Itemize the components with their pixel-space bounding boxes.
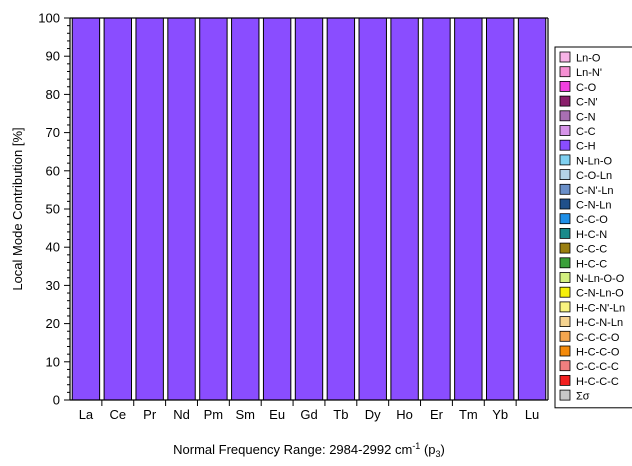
x-tick-label-Sm: Sm <box>236 407 256 422</box>
x-tick-label-Pm: Pm <box>204 407 224 422</box>
bar-Ho-C-H <box>390 17 419 401</box>
legend-label-H-C-N: H-C-N <box>576 229 607 241</box>
legend-swatch-C-C-C <box>559 242 571 254</box>
legend-label-Ln-N': Ln-N' <box>576 67 602 79</box>
bar-La-C-H <box>71 17 101 401</box>
legend-label-C-O-Ln: C-O-Ln <box>576 170 612 182</box>
bar-Ce-C-H <box>103 17 133 401</box>
legend-swatch-C-H <box>559 139 571 151</box>
bar-Eu-C-H <box>262 17 292 401</box>
legend-swatch-C-N-Ln <box>559 198 571 210</box>
y-tick-label-40: 40 <box>46 240 60 255</box>
bar-Nd-C-H <box>167 17 196 401</box>
legend-label-C-C-C-C: C-C-C-C <box>576 361 619 373</box>
legend-label-C-C-C-O: C-C-C-O <box>576 332 620 344</box>
legend-label-H-C-C: H-C-C <box>576 258 607 270</box>
x-tick-label-Eu: Eu <box>269 407 285 422</box>
y-tick-label-60: 60 <box>46 163 60 178</box>
legend-swatch-C-N-Ln-O <box>559 286 571 298</box>
legend-label-H-C-N'-Ln: H-C-N'-Ln <box>576 302 625 314</box>
y-tick-label-50: 50 <box>46 202 60 217</box>
legend-swatch-H-C-N'-Ln <box>559 301 571 313</box>
y-tick-label-80: 80 <box>46 87 60 102</box>
legend-label-C-N'-Ln: C-N'-Ln <box>576 185 614 197</box>
x-tick-label-Er: Er <box>430 407 444 422</box>
x-axis-title-sup: -1 <box>412 441 420 451</box>
legend-label-C-C: C-C <box>576 126 596 138</box>
x-tick-label-Dy: Dy <box>365 407 381 422</box>
legend-swatch-Σσ <box>559 389 571 401</box>
legend-label-H-C-C-O: H-C-C-O <box>576 347 620 359</box>
x-tick-label-Lu: Lu <box>525 407 539 422</box>
legend-label-C-H: C-H <box>576 141 596 153</box>
legend-label-H-C-C-C: H-C-C-C <box>576 376 619 388</box>
x-axis-title-main: Normal Frequency Range: 2984-2992 cm <box>173 442 412 457</box>
legend-swatch-C-C-C-C <box>559 360 571 372</box>
legend-swatch-Ln-O <box>559 51 571 63</box>
legend-label-C-O: C-O <box>576 82 597 94</box>
legend-swatch-C-C <box>559 125 571 136</box>
x-tick-label-Tm: Tm <box>459 407 478 422</box>
y-tick-label-20: 20 <box>46 316 60 331</box>
x-axis-title: Normal Frequency Range: 2984-2992 cm-1 (… <box>173 441 445 459</box>
bar-Lu-C-H <box>517 17 547 401</box>
legend-label-H-C-N-Ln: H-C-N-Ln <box>576 317 623 329</box>
x-tick-label-Ce: Ce <box>109 407 126 422</box>
legend-label-Ln-O: Ln-O <box>576 53 601 65</box>
x-tick-label-Gd: Gd <box>300 407 317 422</box>
legend-swatch-Ln-N' <box>559 66 571 78</box>
legend-swatch-C-N'-Ln <box>559 183 571 195</box>
legend-label-C-C-C: C-C-C <box>576 244 607 256</box>
legend-label-C-N-Ln: C-N-Ln <box>576 200 611 212</box>
bar-Dy-C-H <box>358 17 387 401</box>
x-axis-title-tail: (p <box>420 442 435 457</box>
bar-Gd-C-H <box>294 17 324 401</box>
legend-swatch-H-C-C-O <box>559 345 571 357</box>
x-axis-title-sub: 3 <box>436 449 441 459</box>
x-tick-label-Pr: Pr <box>143 407 157 422</box>
x-axis-title-close: ) <box>441 442 445 457</box>
y-tick-label-30: 30 <box>46 278 60 293</box>
bar-Pm-C-H <box>199 17 228 401</box>
y-tick-label-100: 100 <box>38 11 60 26</box>
legend-swatch-C-N <box>559 110 571 122</box>
x-tick-label-Ho: Ho <box>396 407 413 422</box>
bar-Er-C-H <box>422 17 451 401</box>
legend-label-C-C-O: C-C-O <box>576 214 608 226</box>
y-axis-title: Local Mode Contribution [%] <box>10 127 25 290</box>
y-tick-label-70: 70 <box>46 125 60 140</box>
bar-Yb-C-H <box>485 17 515 401</box>
bar-Tb-C-H <box>326 17 356 401</box>
legend-swatch-C-O-Ln <box>559 169 571 181</box>
y-tick-label-10: 10 <box>46 354 60 369</box>
legend-swatch-N-Ln-O-O <box>559 272 571 283</box>
x-tick-label-Tb: Tb <box>333 407 348 422</box>
legend-label-Σσ: Σσ <box>576 391 590 403</box>
legend-swatch-H-C-N-Ln <box>559 316 571 328</box>
bar-Pr-C-H <box>135 17 164 401</box>
bars-group <box>71 17 547 401</box>
legend-label-C-N-Ln-O: C-N-Ln-O <box>576 288 624 300</box>
legend-swatch-H-C-N <box>559 227 571 239</box>
legend-label-C-N': C-N' <box>576 97 598 109</box>
bar-Tm-C-H <box>454 17 483 401</box>
legend-swatch-C-C-O <box>559 213 571 225</box>
legend-swatch-H-C-C <box>559 257 571 269</box>
legend-swatch-N-Ln-O <box>559 154 571 166</box>
legend-label-N-Ln-O: N-Ln-O <box>576 155 613 167</box>
x-tick-label-Nd: Nd <box>173 407 190 422</box>
x-tick-label-La: La <box>79 407 94 422</box>
legend-swatch-H-C-C-C <box>559 374 571 386</box>
legend-label-N-Ln-O-O: N-Ln-O-O <box>576 273 625 285</box>
y-tick-label-0: 0 <box>53 393 60 408</box>
x-tick-label-Yb: Yb <box>492 407 508 422</box>
bar-Sm-C-H <box>231 17 260 401</box>
legend-label-C-N: C-N <box>576 111 596 123</box>
legend-swatch-C-C-C-O <box>559 330 571 342</box>
legend-swatch-C-O <box>559 81 571 92</box>
y-tick-label-90: 90 <box>46 49 60 64</box>
legend-swatch-C-N' <box>559 95 571 107</box>
